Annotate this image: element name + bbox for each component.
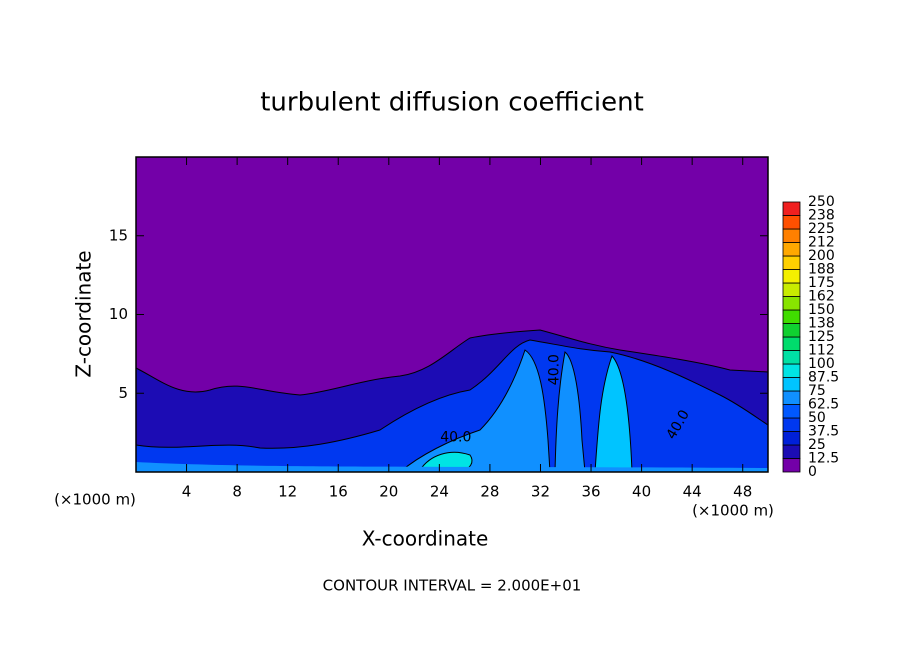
x-unit-label: (×1000 m) [692,502,774,520]
colorbar-segment [782,282,801,297]
colorbar-segment [782,458,801,473]
y-tick-label: 5 [118,384,128,402]
colorbar-segment [782,309,801,324]
x-tick-label: 48 [733,483,752,501]
colorbar-segment [782,390,801,405]
x-tick-label: 40 [632,483,651,501]
colorbar-segment [782,404,801,419]
field-region [594,355,633,473]
colorbar-label: 75 [808,383,826,399]
x-tick-label: 44 [683,483,702,501]
colorbar-label: 138 [808,316,835,332]
colorbar-label: 150 [808,302,835,318]
colorbar-segment [782,431,801,446]
colorbar-segment [782,228,801,243]
field-region [554,351,586,473]
x-tick-label: 4 [182,483,192,501]
colorbar-label: 175 [808,275,835,291]
colorbar-label: 200 [808,248,835,264]
x-tick-label: 28 [480,483,499,501]
colorbar-segment [782,444,801,459]
y-axis-label: Z-coordinate [72,250,96,377]
x-axis-label: X-coordinate [362,527,489,551]
contour-label: 40.0 [546,354,562,385]
x-tick-label: 12 [278,483,297,501]
field [135,157,769,473]
colorbar-segment [782,215,801,230]
colorbar-segment [782,269,801,284]
colorbar-label: 12.5 [808,451,839,467]
colorbar-segment [782,363,801,378]
colorbar-segment [782,201,801,216]
colorbar-label: 100 [808,356,835,372]
colorbar-label: 212 [808,235,835,251]
field-region [136,462,768,472]
x-tick-label: 16 [329,483,348,501]
x-tick-label: 36 [581,483,600,501]
colorbar-label: 225 [808,221,835,237]
colorbar-segment [782,255,801,270]
field-region [398,349,551,473]
colorbar-label: 125 [808,329,835,345]
footnote: CONTOUR INTERVAL = 2.000E+01 [323,577,582,595]
colorbar-label: 25 [808,437,826,453]
colorbar-label: 50 [808,410,826,426]
colorbar-label: 188 [808,262,835,278]
x-tick-label: 8 [232,483,242,501]
colorbar-label: 112 [808,343,835,359]
colorbar-label: 87.5 [808,370,839,386]
colorbar-segment [782,377,801,392]
colorbar-label: 250 [808,194,835,210]
colorbar-segment [782,350,801,365]
x-unit-label: (×1000 m) [54,491,136,509]
colorbar-label: 37.5 [808,424,839,440]
colorbar-segment [782,296,801,311]
y-tick-label: 15 [109,226,128,244]
colorbar-label: 62.5 [808,397,839,413]
colorbar-segment [782,417,801,432]
colorbar-segment [782,323,801,338]
colorbar-label: 162 [808,289,835,305]
colorbar-segment [782,242,801,257]
chart-title: turbulent diffusion coefficient [260,88,644,118]
colorbar-label: 238 [808,208,835,224]
x-tick-label: 20 [379,483,398,501]
x-tick-label: 24 [430,483,449,501]
x-tick-label: 32 [531,483,550,501]
y-tick-label: 10 [109,305,128,323]
colorbar-label: 0 [808,464,817,480]
contour-label: 40.0 [440,429,471,445]
colorbar-segment [782,336,801,351]
